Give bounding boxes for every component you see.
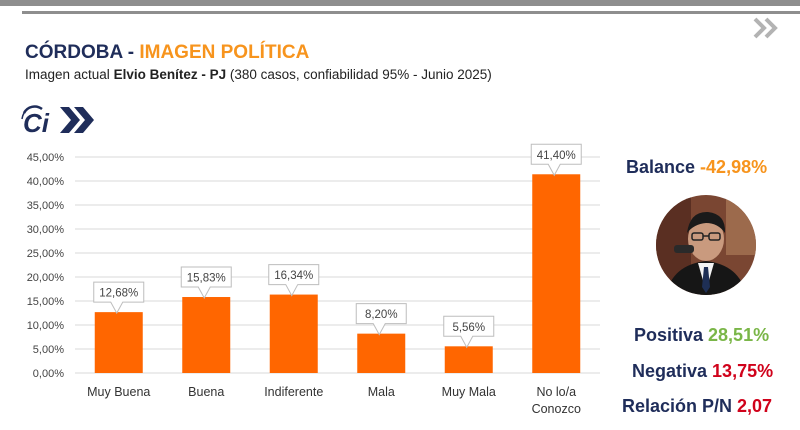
data-label-callout xyxy=(530,143,582,177)
balance-label: Balance xyxy=(626,157,701,177)
positiva-stat: Positiva 28,51% xyxy=(634,325,769,346)
y-tick-label: 15,00% xyxy=(27,296,65,308)
top-divider-line xyxy=(22,11,800,14)
bar xyxy=(94,312,143,373)
balance-stat: Balance -42,98% xyxy=(626,157,767,178)
y-tick-label: 35,00% xyxy=(27,200,65,212)
data-label-callout xyxy=(355,303,407,336)
ci-logo-icon: Ci xyxy=(21,105,94,137)
balance-value: -42,98% xyxy=(700,157,768,177)
bar-chart: 0,00% 5,00% 10,00% 15,00% 20,00% 25,00% 30,00%… xyxy=(27,143,600,416)
positiva-label: Positiva xyxy=(634,325,709,345)
double-chevron-right-icon[interactable] xyxy=(752,16,780,40)
negativa-stat: Negativa 13,75% xyxy=(632,361,773,382)
y-tick-label: 40,00% xyxy=(27,176,65,188)
subtitle-prefix: Imagen actual xyxy=(25,67,114,82)
bar xyxy=(269,294,318,373)
relacion-value: 2,07 xyxy=(737,396,773,416)
x-tick-label: No lo/a Conozco xyxy=(532,385,581,416)
page-title: CÓRDOBA - IMAGEN POLÍTICA xyxy=(25,42,309,64)
x-tick-label: Muy Buena xyxy=(87,385,150,399)
negativa-value: 13,75% xyxy=(712,361,774,381)
data-label-callout xyxy=(180,266,232,300)
data-label-callout xyxy=(93,281,145,315)
data-label-callout xyxy=(268,264,320,297)
y-tick-label: 5,00% xyxy=(33,344,64,356)
top-divider-bar xyxy=(0,0,800,6)
data-label: 8,20% xyxy=(365,309,398,321)
data-label: 16,34% xyxy=(274,270,313,282)
positiva-value: 28,51% xyxy=(708,325,770,345)
subtitle-suffix: (380 casos, confiabilidad 95% - Junio 20… xyxy=(226,67,492,82)
y-tick-label: 10,00% xyxy=(27,320,65,332)
title-topic: IMAGEN POLÍTICA xyxy=(139,42,310,63)
subtitle-name: Elvio Benítez - PJ xyxy=(113,67,227,82)
x-tick-label: Buena xyxy=(188,385,224,399)
bar xyxy=(532,174,581,373)
page-subtitle: Imagen actual Elvio Benítez - PJ (380 ca… xyxy=(25,67,492,82)
y-tick-label: 20,00% xyxy=(27,272,65,284)
data-label: 12,68% xyxy=(99,288,138,300)
data-label: 5,56% xyxy=(452,322,485,334)
y-tick-label: 0,00% xyxy=(33,368,64,380)
data-label: 15,83% xyxy=(187,273,226,285)
y-tick-label: 25,00% xyxy=(27,248,65,260)
logo-text: Ci xyxy=(23,108,50,137)
bar xyxy=(357,333,406,373)
data-label-callout xyxy=(443,315,495,349)
politician-portrait xyxy=(656,195,756,295)
data-label: 41,40% xyxy=(537,150,576,162)
bar xyxy=(182,297,231,373)
x-tick-label: Muy Mala xyxy=(442,385,496,399)
x-tick-label: Indiferente xyxy=(264,385,323,399)
bar xyxy=(444,346,493,373)
y-tick-label: 45,00% xyxy=(27,152,65,164)
relacion-label: Relación P/N xyxy=(622,396,738,416)
x-tick-label: Mala xyxy=(368,385,395,399)
negativa-label: Negativa xyxy=(632,361,713,381)
title-region: CÓRDOBA - xyxy=(25,42,140,63)
relacion-stat: Relación P/N 2,07 xyxy=(622,396,772,417)
y-tick-label: 30,00% xyxy=(27,224,65,236)
